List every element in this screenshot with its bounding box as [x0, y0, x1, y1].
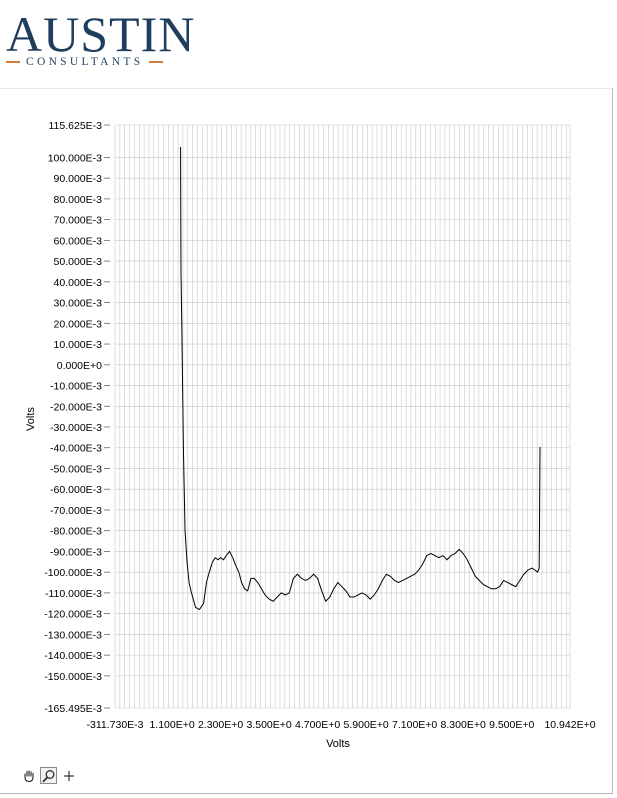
- y-tick-label: 10.000E-3: [54, 339, 103, 351]
- y-tick-label: -50.000E-3: [50, 463, 102, 475]
- x-tick-label: 1.100E+0: [149, 719, 194, 731]
- y-tick-label: -140.000E-3: [44, 650, 102, 662]
- y-tick-label: -90.000E-3: [50, 546, 102, 558]
- x-tick-label: 8.300E+0: [441, 719, 486, 731]
- x-tick-label: 5.900E+0: [344, 719, 389, 731]
- x-tick-label: 2.300E+0: [198, 719, 243, 731]
- y-tick-label: 60.000E-3: [54, 235, 103, 247]
- y-axis-tick-labels: 115.625E-3 100.000E-3 90.000E-3 80.000E-3 70…: [44, 120, 102, 715]
- x-axis-tick-labels: -311.730E-3 1.100E+0 2.300E+0 3.500E+0 4.700…: [86, 719, 595, 731]
- y-axis-label: Volts: [25, 407, 37, 431]
- y-tick-label: -70.000E-3: [50, 505, 102, 517]
- y-tick-label: -20.000E-3: [50, 401, 102, 413]
- vertical-gridlines: [114, 125, 571, 708]
- y-tick-label: 100.000E-3: [48, 152, 102, 164]
- y-tick-label: 80.000E-3: [54, 194, 103, 206]
- y-tick-label: 40.000E-3: [54, 277, 103, 289]
- y-tick-label: 115.625E-3: [48, 120, 102, 132]
- y-tick-label: -80.000E-3: [50, 526, 102, 538]
- brand-header: AUSTIN CONSULTANTS: [0, 0, 617, 88]
- series-line: [180, 147, 541, 611]
- x-tick-label: 3.500E+0: [246, 719, 291, 731]
- y-tick-label: -165.495E-3: [44, 703, 102, 715]
- line-chart[interactable]: 115.625E-3 100.000E-3 90.000E-3 80.000E-3 70…: [0, 89, 612, 793]
- chart-panel: 115.625E-3 100.000E-3 90.000E-3 80.000E-3 70…: [0, 88, 613, 794]
- brand-subtitle-text: CONSULTANTS: [26, 56, 144, 68]
- zoom-icon[interactable]: [40, 767, 57, 784]
- y-tick-label: -40.000E-3: [50, 443, 102, 455]
- x-tick-label: 7.100E+0: [392, 719, 437, 731]
- crosshair-icon[interactable]: [60, 767, 77, 784]
- y-tick-label: -100.000E-3: [44, 567, 102, 579]
- y-tick-label: -60.000E-3: [50, 484, 102, 496]
- chart-toolbar: [20, 767, 77, 784]
- y-tick-label: 90.000E-3: [54, 173, 103, 185]
- y-tick-label: -130.000E-3: [44, 629, 102, 641]
- brand-logo-name: AUSTIN: [6, 6, 196, 62]
- brand-dash-left: [6, 61, 20, 63]
- horizontal-gridlines: [104, 124, 570, 709]
- x-axis-label: Volts: [326, 738, 350, 750]
- x-tick-label: 10.942E+0: [544, 719, 595, 731]
- y-tick-label: -10.000E-3: [50, 381, 102, 393]
- y-tick-label: 30.000E-3: [54, 298, 103, 310]
- y-tick-label: -110.000E-3: [45, 588, 102, 600]
- y-tick-label: -150.000E-3: [44, 671, 102, 683]
- x-tick-label: 4.700E+0: [295, 719, 340, 731]
- y-tick-label: 70.000E-3: [54, 215, 103, 227]
- brand-dash-right: [149, 61, 164, 63]
- brand-logo-subtitle: CONSULTANTS: [6, 56, 190, 68]
- y-tick-label: -30.000E-3: [50, 422, 102, 434]
- x-tick-label: 9.500E+0: [489, 719, 534, 731]
- y-tick-label: -120.000E-3: [44, 609, 102, 621]
- y-tick-label: 0.000E+0: [57, 360, 102, 372]
- y-tick-label: 20.000E-3: [54, 318, 103, 330]
- x-tick-label: -311.730E-3: [86, 719, 143, 731]
- y-tick-label: 50.000E-3: [54, 256, 103, 268]
- hand-icon[interactable]: [20, 767, 37, 784]
